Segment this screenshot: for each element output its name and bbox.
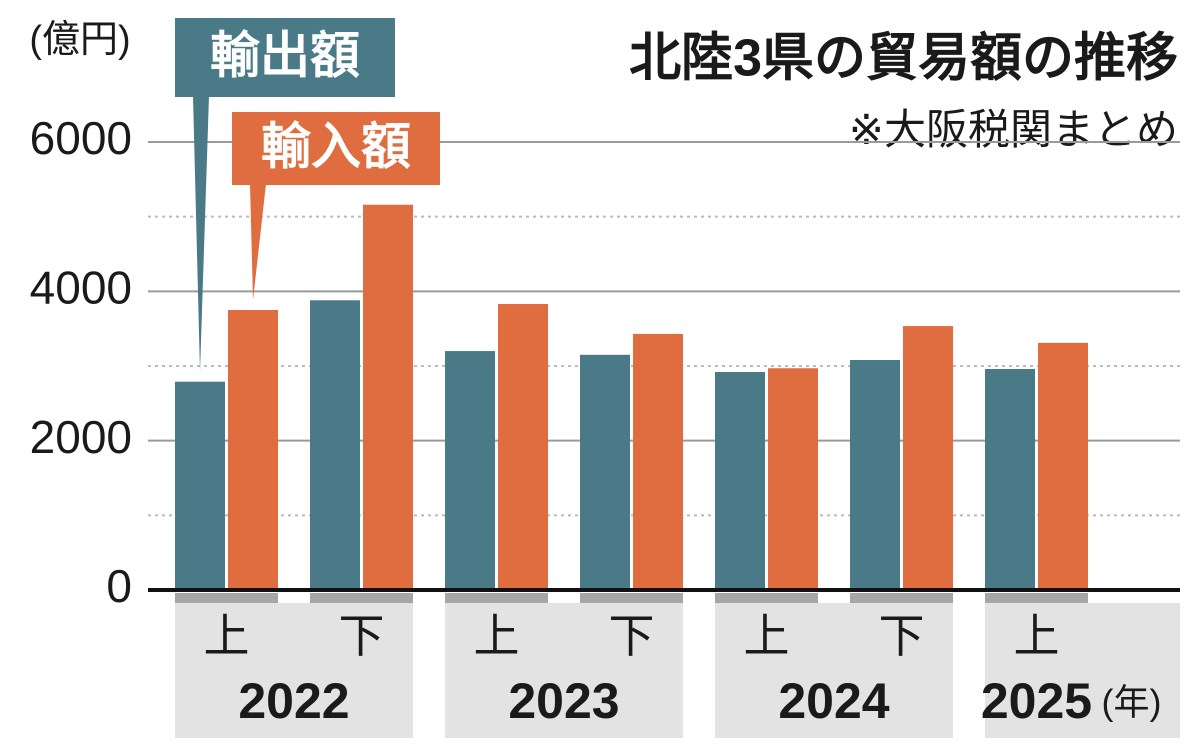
group-box	[175, 603, 413, 738]
x-unit: (年)	[1102, 682, 1162, 723]
bar	[1038, 342, 1088, 590]
category-tab	[985, 593, 1088, 603]
category-tab	[580, 593, 683, 603]
legend-pointer	[193, 96, 209, 372]
category-tab	[715, 593, 818, 603]
bar	[633, 333, 683, 590]
chart-title: 北陸3県の貿易額の推移	[629, 30, 1178, 88]
legend-label: 輸入額	[261, 119, 411, 175]
group-label: 2022	[238, 673, 349, 729]
y-axis-label: (億円)	[29, 19, 130, 61]
x-tick-label: 下	[339, 610, 385, 662]
bar	[580, 354, 630, 590]
x-tick-label: 下	[609, 610, 655, 662]
group-label: 2025	[981, 673, 1092, 729]
bar	[228, 310, 278, 590]
category-tab	[445, 593, 548, 603]
bar	[903, 326, 953, 590]
legend-box	[232, 112, 440, 185]
bar	[310, 300, 360, 590]
chart-note: ※大阪税関まとめ	[849, 106, 1178, 153]
legend-pointer	[250, 184, 266, 300]
y-tick-label: 0	[106, 560, 132, 612]
legend-label: 輸出額	[210, 28, 360, 84]
bar	[985, 368, 1035, 590]
x-tick-label: 上	[474, 610, 520, 662]
group-box	[985, 603, 1180, 738]
y-tick-label: 4000	[30, 261, 132, 313]
group-label: 2024	[778, 673, 889, 729]
legend-box	[175, 18, 395, 97]
x-tick-label: 上	[1014, 610, 1060, 662]
group-label: 2023	[508, 673, 619, 729]
bar	[715, 371, 765, 590]
category-tab	[175, 593, 278, 603]
category-tab	[850, 593, 953, 603]
bar	[445, 351, 495, 590]
bar	[498, 304, 548, 590]
y-tick-label: 2000	[30, 411, 132, 463]
x-tick-label: 下	[879, 610, 925, 662]
x-tick-label: 上	[744, 610, 790, 662]
bar	[363, 204, 413, 590]
group-box	[715, 603, 953, 738]
group-box	[445, 603, 683, 738]
bar	[768, 368, 818, 590]
y-tick-label: 6000	[30, 112, 132, 164]
bar	[175, 381, 225, 590]
x-tick-label: 上	[204, 610, 250, 662]
category-tab	[310, 593, 413, 603]
bar	[850, 360, 900, 590]
